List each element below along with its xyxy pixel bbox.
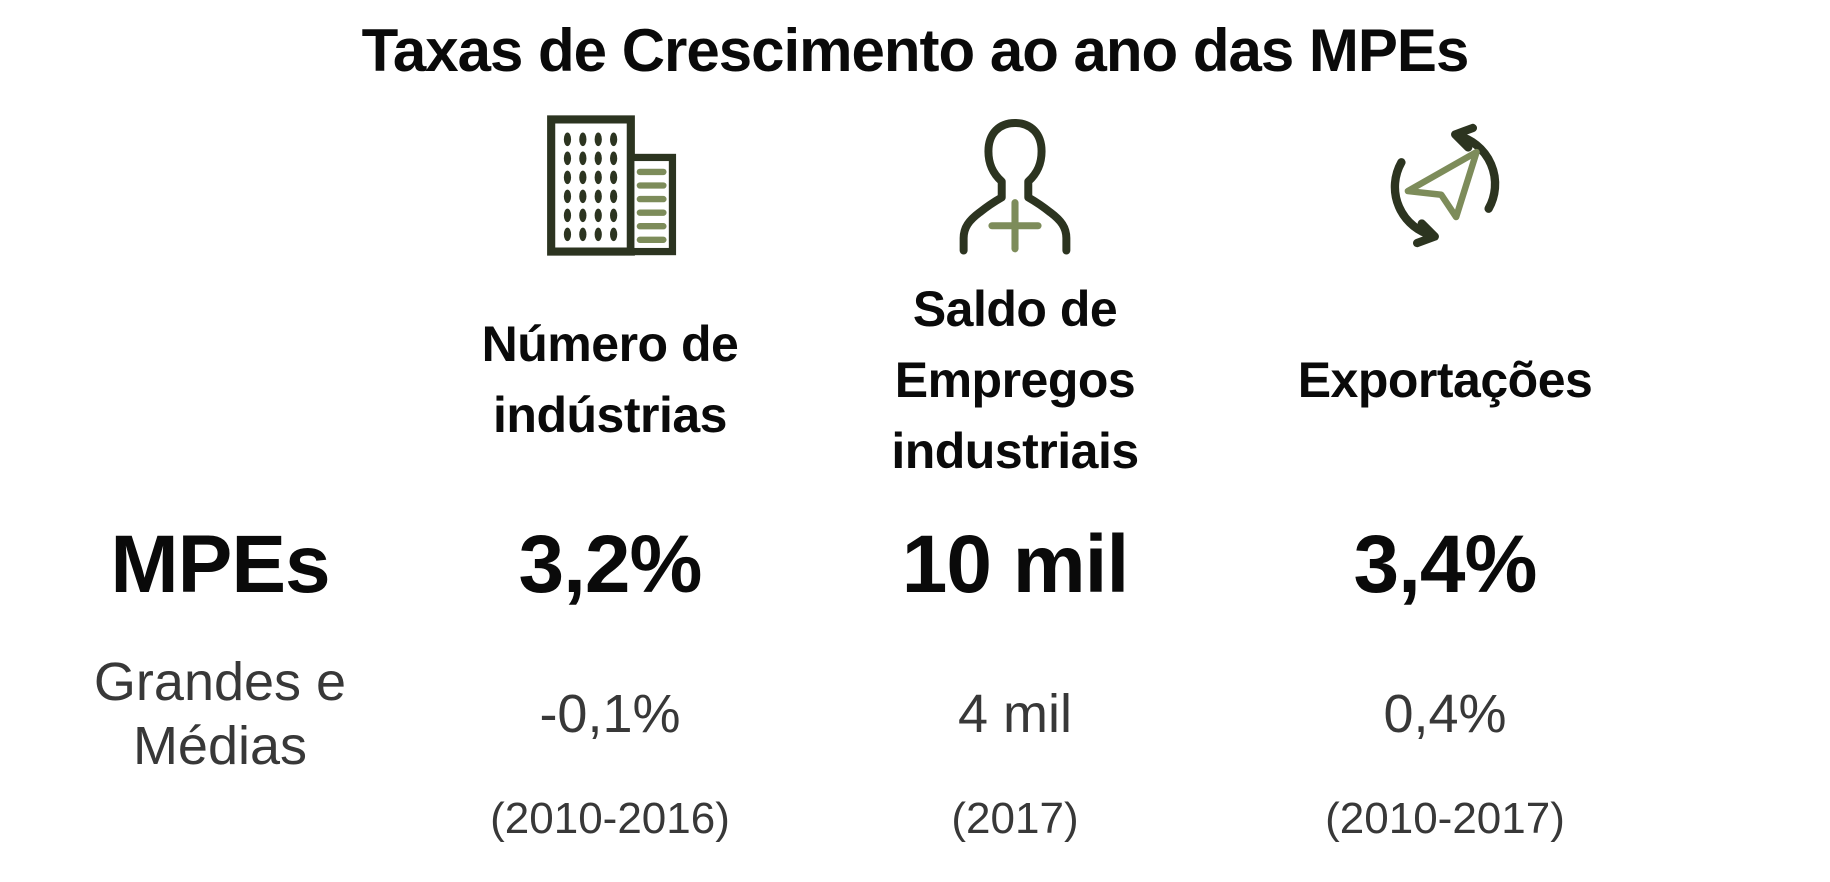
period-row-spacer: [30, 790, 410, 882]
chart-title: Taxas de Crescimento ao ano das MPEs: [361, 16, 1470, 84]
row-label-line: Médias: [132, 716, 308, 776]
row-label-mpes: MPEs: [110, 519, 330, 610]
value-mpes-numero-industrias: 3,2%: [518, 519, 703, 610]
header-line: Número de: [481, 316, 739, 372]
header-line: indústrias: [493, 387, 727, 443]
value-grandes-medias-numero-industrias: -0,1%: [539, 684, 681, 745]
row-label-grandes-medias: Grandes e Médias: [30, 640, 410, 790]
icon-row-spacer: [30, 100, 410, 270]
value-mpes-saldo-empregos: 10 mil: [901, 519, 1129, 610]
header-line: industriais: [891, 422, 1139, 479]
stats-table: Número de indústrias Saldo de Empregos i…: [0, 100, 1830, 882]
header-line: Empregos: [894, 351, 1136, 408]
buildings-icon: [410, 100, 810, 270]
export-cycle-icon: [1220, 100, 1670, 270]
header-line: Exportações: [1297, 351, 1593, 408]
period-exportacoes: (2010-2017): [1325, 794, 1565, 843]
column-header-exportacoes: Exportações: [1220, 270, 1670, 490]
period-saldo-empregos: (2017): [951, 794, 1079, 843]
row-label-line: Grandes e: [93, 652, 347, 713]
value-grandes-medias-exportacoes: 0,4%: [1383, 684, 1507, 745]
value-mpes-exportacoes: 3,4%: [1353, 519, 1538, 610]
period-numero-industrias: (2010-2016): [490, 794, 730, 843]
column-header-numero-industrias: Número de indústrias: [410, 270, 810, 490]
value-grandes-medias-saldo-empregos: 4 mil: [957, 684, 1072, 745]
header-row-spacer: [30, 270, 410, 490]
person-plus-icon: [810, 100, 1220, 270]
column-header-saldo-empregos: Saldo de Empregos industriais: [810, 270, 1220, 490]
header-line: Saldo de: [912, 280, 1118, 337]
